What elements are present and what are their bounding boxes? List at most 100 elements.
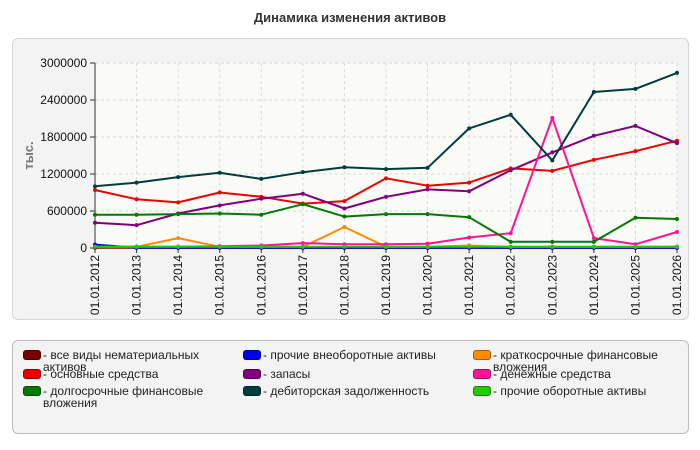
x-tick-label: 01.01.2024 bbox=[587, 255, 601, 315]
series-point-7 bbox=[176, 175, 181, 180]
series-point-5 bbox=[675, 229, 679, 234]
series-point-3 bbox=[633, 149, 638, 154]
x-tick-label: 01.01.2023 bbox=[545, 255, 559, 315]
series-point-6 bbox=[134, 212, 139, 217]
x-tick-label: 01.01.2017 bbox=[296, 255, 310, 315]
series-point-3 bbox=[134, 197, 139, 202]
x-tick-label: 01.01.2020 bbox=[421, 255, 435, 315]
series-point-5 bbox=[508, 231, 513, 236]
series-point-2 bbox=[342, 225, 347, 230]
y-tick-label: 1200000 bbox=[40, 167, 87, 181]
chart-title: Динамика изменения активов bbox=[253, 10, 447, 25]
series-point-4 bbox=[591, 133, 596, 138]
series-point-4 bbox=[300, 191, 305, 196]
series-point-4 bbox=[508, 168, 513, 173]
series-point-3 bbox=[93, 188, 97, 193]
series-point-8 bbox=[508, 244, 513, 249]
legend-label: - дебиторская задолженность bbox=[263, 384, 430, 398]
series-point-7 bbox=[508, 112, 513, 117]
series-point-6 bbox=[342, 214, 347, 219]
x-tick-label: 01.01.2014 bbox=[171, 255, 185, 315]
legend-label: - прочие оборотные активы bbox=[493, 384, 647, 398]
series-point-6 bbox=[467, 215, 472, 220]
legend-swatch bbox=[23, 350, 41, 360]
series-point-7 bbox=[134, 180, 139, 185]
series-point-4 bbox=[467, 189, 472, 194]
series-point-3 bbox=[176, 200, 181, 205]
legend-label: - денежные средства bbox=[493, 367, 611, 381]
series-point-4 bbox=[675, 141, 679, 146]
legend-swatch bbox=[23, 369, 41, 379]
legend-swatch bbox=[473, 369, 491, 379]
series-point-3 bbox=[425, 183, 430, 188]
series-point-7 bbox=[93, 184, 97, 189]
series-point-6 bbox=[217, 211, 222, 216]
series-point-7 bbox=[675, 70, 679, 75]
y-tick-label: 0 bbox=[80, 241, 87, 255]
x-tick-label: 01.01.2022 bbox=[504, 255, 518, 315]
series-point-2 bbox=[176, 236, 181, 241]
series-point-8 bbox=[675, 244, 679, 249]
series-point-7 bbox=[550, 158, 555, 163]
x-tick-label: 01.01.2019 bbox=[379, 255, 393, 315]
series-point-7 bbox=[467, 126, 472, 131]
series-point-6 bbox=[425, 212, 430, 217]
series-point-7 bbox=[384, 167, 388, 172]
series-point-4 bbox=[425, 187, 430, 192]
series-point-5 bbox=[467, 235, 472, 240]
series-point-5 bbox=[550, 115, 555, 120]
series-point-3 bbox=[550, 168, 555, 173]
plot: 0 600000 1200000 1800000 2400000 3000000 01.01… bbox=[21, 56, 684, 315]
legend-label: - долгосрочные финансовые вложения bbox=[43, 384, 204, 410]
series-point-8 bbox=[467, 244, 472, 249]
series-point-8 bbox=[259, 244, 264, 249]
legend-label: - краткосрочные финансовые вложения bbox=[493, 348, 658, 374]
series-point-6 bbox=[550, 239, 555, 244]
series-point-3 bbox=[467, 180, 472, 185]
gridlines bbox=[95, 62, 678, 248]
legend-label: - прочие внеоборотные активы bbox=[263, 348, 436, 362]
x-tick-label: 01.01.2026 bbox=[670, 255, 684, 315]
series-point-7 bbox=[300, 170, 305, 175]
x-tick-label: 01.01.2015 bbox=[213, 255, 227, 315]
y-tick-label: 2400000 bbox=[40, 93, 87, 107]
legend-swatch bbox=[473, 386, 491, 396]
series-point-4 bbox=[384, 194, 388, 199]
series-point-3 bbox=[342, 199, 347, 204]
series-point-8 bbox=[425, 244, 430, 249]
chart-area: 0 600000 1200000 1800000 2400000 3000000 01.01… bbox=[12, 38, 689, 320]
series-point-4 bbox=[550, 150, 555, 155]
series-point-7 bbox=[633, 86, 638, 91]
series-lines bbox=[93, 70, 679, 250]
series-point-5 bbox=[300, 241, 305, 246]
series-point-8 bbox=[300, 244, 305, 249]
x-tick-label: 01.01.2012 bbox=[88, 255, 102, 315]
legend-label: - все виды нематериальных активов bbox=[43, 348, 200, 374]
series-point-8 bbox=[550, 244, 555, 249]
series-point-7 bbox=[342, 165, 347, 170]
series-point-3 bbox=[217, 190, 222, 195]
series-point-8 bbox=[176, 244, 181, 249]
series-point-4 bbox=[259, 196, 264, 201]
y-tick-label: 600000 bbox=[47, 204, 87, 218]
y-axis-label: тыс. bbox=[21, 141, 36, 169]
series-point-7 bbox=[425, 165, 430, 170]
series-point-8 bbox=[93, 244, 97, 249]
legend-label: - основные средства bbox=[43, 367, 159, 381]
series-point-5 bbox=[591, 236, 596, 241]
y-tick-label: 3000000 bbox=[40, 56, 87, 70]
x-tick-label: 01.01.2021 bbox=[462, 255, 476, 315]
series-point-6 bbox=[259, 212, 264, 217]
series-point-6 bbox=[633, 215, 638, 220]
series-point-8 bbox=[342, 244, 347, 249]
series-point-3 bbox=[384, 176, 388, 181]
legend: - все виды нематериальных активов - прочи… bbox=[12, 340, 689, 434]
series-point-7 bbox=[591, 89, 596, 94]
series-point-4 bbox=[134, 223, 139, 228]
series-point-8 bbox=[384, 244, 388, 249]
series-point-6 bbox=[508, 239, 513, 244]
series-point-8 bbox=[217, 244, 222, 249]
legend-swatch bbox=[243, 369, 261, 379]
series-point-7 bbox=[217, 170, 222, 175]
series-point-6 bbox=[591, 239, 596, 244]
